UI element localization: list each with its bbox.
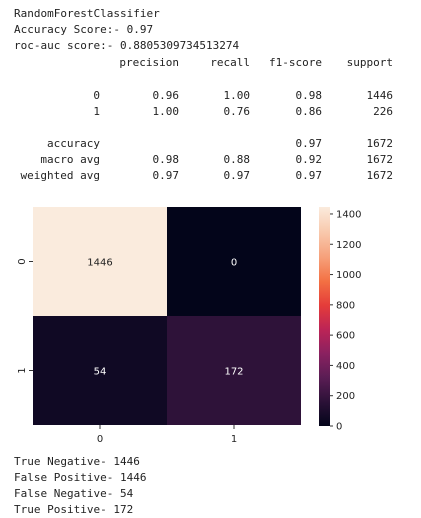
y-axis-tick-label: 0: [17, 258, 28, 264]
report-row-label: 0: [93, 89, 100, 102]
report-row-label: 1: [93, 105, 100, 118]
report-row-label: accuracy: [47, 137, 100, 150]
report-cell-precision: 0.97: [152, 169, 180, 182]
report-cell-support: 1672: [366, 169, 394, 182]
accuracy-score-line: Accuracy Score:- 0.97: [14, 23, 154, 36]
heatmap-cell: [167, 316, 301, 425]
report-row-label: macro avg: [40, 153, 100, 166]
colorbar-tick-label: 200: [336, 391, 355, 402]
heatmap-cell: [167, 207, 301, 316]
report-cell-f1: 0.86: [295, 105, 323, 118]
colorbar-tick-label: 400: [336, 361, 355, 372]
report-cell-f1: 0.97: [295, 137, 323, 150]
model-name: RandomForestClassifier: [14, 7, 160, 20]
false-negative-line: False Negative- 54: [14, 487, 134, 500]
colorbar-tick-label: 600: [336, 331, 355, 342]
confusion-matrix-heatmap: 1446 0 54 172 0 1 0 1 0 200 400 600 800 1000 1200 140…: [17, 207, 361, 445]
true-positive-line: True Positive- 172: [14, 503, 134, 516]
colorbar: [319, 207, 330, 426]
report-cell-precision: 0.98: [152, 153, 180, 166]
heatmap-cell: [33, 316, 167, 425]
report-cell-precision: 1.00: [152, 105, 180, 118]
report-cell-recall: 1.00: [223, 89, 251, 102]
x-axis-tick-label: 0: [97, 434, 103, 445]
colorbar-tick-label: 1400: [336, 209, 361, 220]
report-cell-f1: 0.92: [295, 153, 323, 166]
report-cell-recall: 0.88: [223, 153, 251, 166]
true-negative-line: True Negative- 1446: [14, 455, 140, 468]
report-header-support: support: [346, 56, 393, 69]
x-axis-tick-label: 1: [231, 434, 237, 445]
false-positive-line: False Positive- 1446: [14, 471, 147, 484]
report-cell-f1: 0.97: [295, 169, 323, 182]
y-axis-tick-label: 1: [17, 367, 28, 373]
colorbar-tick-label: 1000: [336, 270, 361, 281]
heatmap-cell: [33, 207, 167, 316]
report-header-recall: recall: [210, 56, 250, 69]
report-cell-recall: 0.76: [223, 105, 251, 118]
heatmap-cell-label: 172: [224, 367, 243, 378]
report-cell-support: 1446: [366, 89, 394, 102]
colorbar-tick-label: 0: [336, 422, 342, 433]
heatmap-cell-label: 54: [94, 367, 107, 378]
report-cell-precision: 0.96: [152, 89, 180, 102]
report-cell-f1: 0.98: [295, 89, 323, 102]
report-cell-support: 1672: [366, 153, 394, 166]
report-row-label: weighted avg: [20, 169, 100, 182]
report-cell-support: 226: [373, 105, 393, 118]
colorbar-tick-label: 1200: [336, 240, 361, 251]
heatmap-cell-label: 1446: [87, 258, 112, 269]
report-header-precision: precision: [119, 56, 179, 69]
report-header-f1score: f1-score: [269, 56, 322, 69]
colorbar-tick-label: 800: [336, 300, 355, 311]
roc-auc-score-line: roc-auc score:- 0.8805309734513274: [14, 39, 240, 52]
report-cell-support: 1672: [366, 137, 394, 150]
heatmap-cell-label: 0: [231, 258, 237, 269]
report-cell-recall: 0.97: [223, 169, 251, 182]
